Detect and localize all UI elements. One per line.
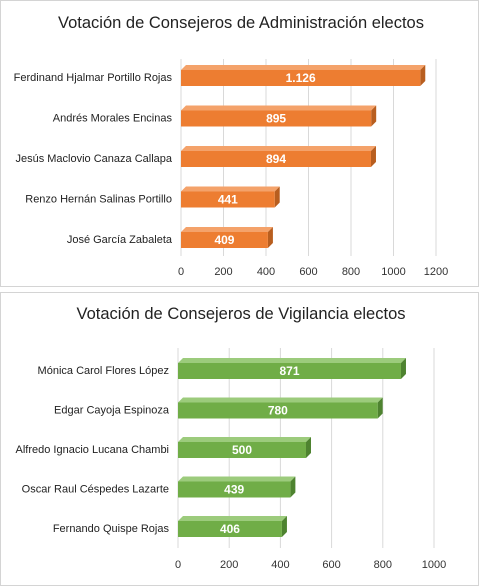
bar-top [181,65,426,70]
bar-front [178,442,306,458]
bar-top [178,358,406,363]
bar-top [178,397,383,403]
bar-top [181,186,280,192]
bar: 441 [181,186,280,208]
category-label: José García Zabaleta [67,234,173,246]
bar-side [290,476,296,498]
bar-side [274,186,280,208]
bar-value-label: 500 [232,443,252,457]
category-label: Edgar Cayoja Espinoza [54,404,170,416]
bar-front [178,481,291,498]
bar-value-label: 895 [266,112,286,126]
x-tick-label: 800 [374,559,392,571]
bar-front [181,151,371,167]
category-label: Jesús Maclovio Canaza Callapa [15,153,172,165]
bar-value-label: 409 [214,233,234,247]
bar-value-label: 780 [268,404,288,418]
x-tick-label: 0 [175,559,181,571]
bar-side [306,437,311,458]
bar-value-label: 441 [218,193,238,207]
vigilance-chart-panel: Votación de Consejeros de Vigilancia ele… [0,292,479,586]
bar-top [181,105,377,111]
x-tick-label: 200 [214,266,232,278]
x-tick-label: 600 [299,266,317,278]
chart-title: Votación de Consejeros de Administración… [58,14,424,32]
bar-side [370,146,376,167]
bar-side [420,65,426,86]
bar-side [371,105,377,127]
x-tick-label: 1000 [422,559,446,571]
category-label: Fernando Quispe Rojas [53,523,170,535]
bar-front [181,110,372,127]
bar-front [181,70,421,86]
bar: 780 [178,397,383,419]
x-tick-label: 200 [220,559,238,571]
bar-front [178,521,282,537]
x-tick-label: 600 [322,559,340,571]
bar-top [178,476,296,482]
x-tick-label: 800 [342,266,360,278]
chart-title: Votación de Consejeros de Vigilancia ele… [77,305,406,323]
bar-side [377,397,383,419]
category-label: Mónica Carol Flores López [38,365,169,377]
x-tick-label: 1200 [424,266,448,278]
bar-top [178,437,311,442]
bar-value-label: 406 [220,522,240,536]
admin-votes-chart: Votación de Consejeros de Administración… [14,14,449,278]
category-label: Andrés Morales Encinas [53,112,173,124]
x-tick-label: 1000 [381,266,405,278]
bar-top [181,227,273,232]
bar-top [181,146,376,151]
bar: 439 [178,476,296,498]
bar-front [178,402,378,419]
category-label: Oscar Raul Céspedes Lazarte [22,483,169,495]
bar: 1.126 [181,65,426,86]
category-label: Renzo Hernán Salinas Portillo [25,193,172,205]
bar-top [178,516,287,521]
bar-side [267,227,273,248]
bar-front [181,232,268,248]
bar-side [281,516,287,537]
bar: 500 [178,437,311,458]
bar-side [400,358,406,379]
bar: 409 [181,227,273,248]
vigilance-votes-chart: Votación de Consejeros de Vigilancia ele… [16,305,447,571]
category-label: Alfredo Ignacio Lucana Chambi [16,444,169,456]
bar-value-label: 871 [279,364,299,378]
bar-value-label: 439 [224,483,244,497]
admin-chart-panel: Votación de Consejeros de Administración… [0,0,479,287]
x-tick-label: 400 [257,266,275,278]
bar-front [181,191,275,208]
bar-value-label: 1.126 [286,71,316,85]
x-tick-label: 400 [271,559,289,571]
bar-front [178,363,401,379]
bar: 871 [178,358,406,379]
x-tick-label: 0 [178,266,184,278]
bar: 406 [178,516,287,537]
bar: 894 [181,146,376,167]
category-label: Ferdinand Hjalmar Portillo Rojas [14,72,173,84]
bar: 895 [181,105,377,127]
bar-value-label: 894 [266,152,286,166]
